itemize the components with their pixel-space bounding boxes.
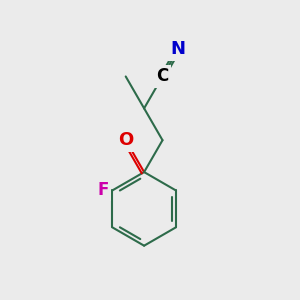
- Text: O: O: [118, 131, 133, 149]
- Text: C: C: [156, 68, 169, 85]
- Text: N: N: [171, 40, 186, 58]
- Text: F: F: [98, 182, 109, 200]
